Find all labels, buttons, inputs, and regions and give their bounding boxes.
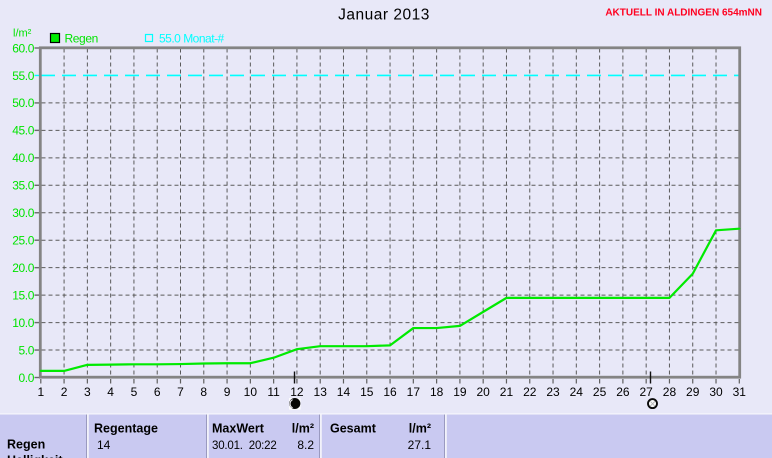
svg-text:19: 19: [453, 385, 467, 399]
svg-text:13: 13: [314, 385, 328, 399]
svg-text:28: 28: [663, 385, 677, 399]
svg-text:50.0: 50.0: [12, 96, 34, 110]
svg-text:0.0: 0.0: [19, 371, 35, 385]
svg-text:l/m²: l/m²: [292, 422, 314, 436]
svg-text:Regentage: Regentage: [94, 422, 158, 436]
svg-text:22: 22: [523, 385, 537, 399]
svg-text:26: 26: [616, 385, 630, 399]
svg-text:3: 3: [84, 385, 91, 399]
svg-text:12: 12: [290, 385, 304, 399]
svg-text:18: 18: [430, 385, 444, 399]
svg-text:Januar 2013: Januar 2013: [338, 7, 430, 24]
svg-text:l/m²: l/m²: [409, 422, 431, 436]
svg-text:6: 6: [154, 385, 161, 399]
svg-text:23: 23: [546, 385, 560, 399]
svg-text:20: 20: [477, 385, 491, 399]
svg-text:27.1: 27.1: [408, 438, 432, 452]
svg-text:25.0: 25.0: [12, 234, 34, 248]
svg-text:15: 15: [360, 385, 374, 399]
svg-text:40.0: 40.0: [12, 151, 34, 165]
svg-text:11: 11: [267, 385, 280, 399]
svg-text:15.0: 15.0: [12, 288, 34, 302]
svg-text:29: 29: [686, 385, 700, 399]
svg-text:60.0: 60.0: [12, 41, 34, 55]
svg-text:Helligkeit: Helligkeit: [7, 454, 63, 458]
svg-text:45.0: 45.0: [12, 124, 34, 138]
svg-text:16: 16: [383, 385, 397, 399]
svg-text:30: 30: [709, 385, 723, 399]
svg-text:10.0: 10.0: [12, 316, 34, 330]
svg-text:Gesamt: Gesamt: [330, 422, 377, 436]
svg-text:21: 21: [500, 385, 514, 399]
svg-text:7: 7: [177, 385, 184, 399]
svg-text:1: 1: [37, 385, 44, 399]
svg-text:24: 24: [570, 385, 584, 399]
svg-text:8.2: 8.2: [297, 438, 314, 452]
svg-text:10: 10: [244, 385, 258, 399]
svg-text:5.0: 5.0: [19, 343, 35, 357]
svg-text:55.0: 55.0: [12, 69, 34, 83]
svg-text:55.0 Monat-#: 55.0 Monat-#: [159, 32, 225, 46]
svg-text:20.0: 20.0: [12, 261, 34, 275]
svg-text:2: 2: [61, 385, 68, 399]
svg-text:l/m²: l/m²: [13, 28, 32, 40]
svg-text:17: 17: [407, 385, 421, 399]
svg-text:25: 25: [593, 385, 607, 399]
svg-text:30.01. 20:22: 30.01. 20:22: [212, 440, 277, 452]
svg-text:9: 9: [224, 385, 231, 399]
svg-text:4: 4: [107, 385, 114, 399]
svg-text:AKTUELL IN ALDINGEN 654mNN: AKTUELL IN ALDINGEN 654mNN: [605, 8, 762, 19]
svg-text:14: 14: [97, 438, 111, 452]
svg-text:Regen: Regen: [65, 32, 98, 46]
svg-text:MaxWert: MaxWert: [212, 422, 265, 436]
svg-text:27: 27: [639, 385, 653, 399]
svg-text:Regen: Regen: [7, 438, 45, 452]
svg-text:31: 31: [733, 385, 747, 399]
svg-text:5: 5: [131, 385, 138, 399]
svg-text:35.0: 35.0: [12, 179, 34, 193]
svg-text:14: 14: [337, 385, 351, 399]
svg-text:8: 8: [200, 385, 207, 399]
svg-text:30.0: 30.0: [12, 206, 34, 220]
